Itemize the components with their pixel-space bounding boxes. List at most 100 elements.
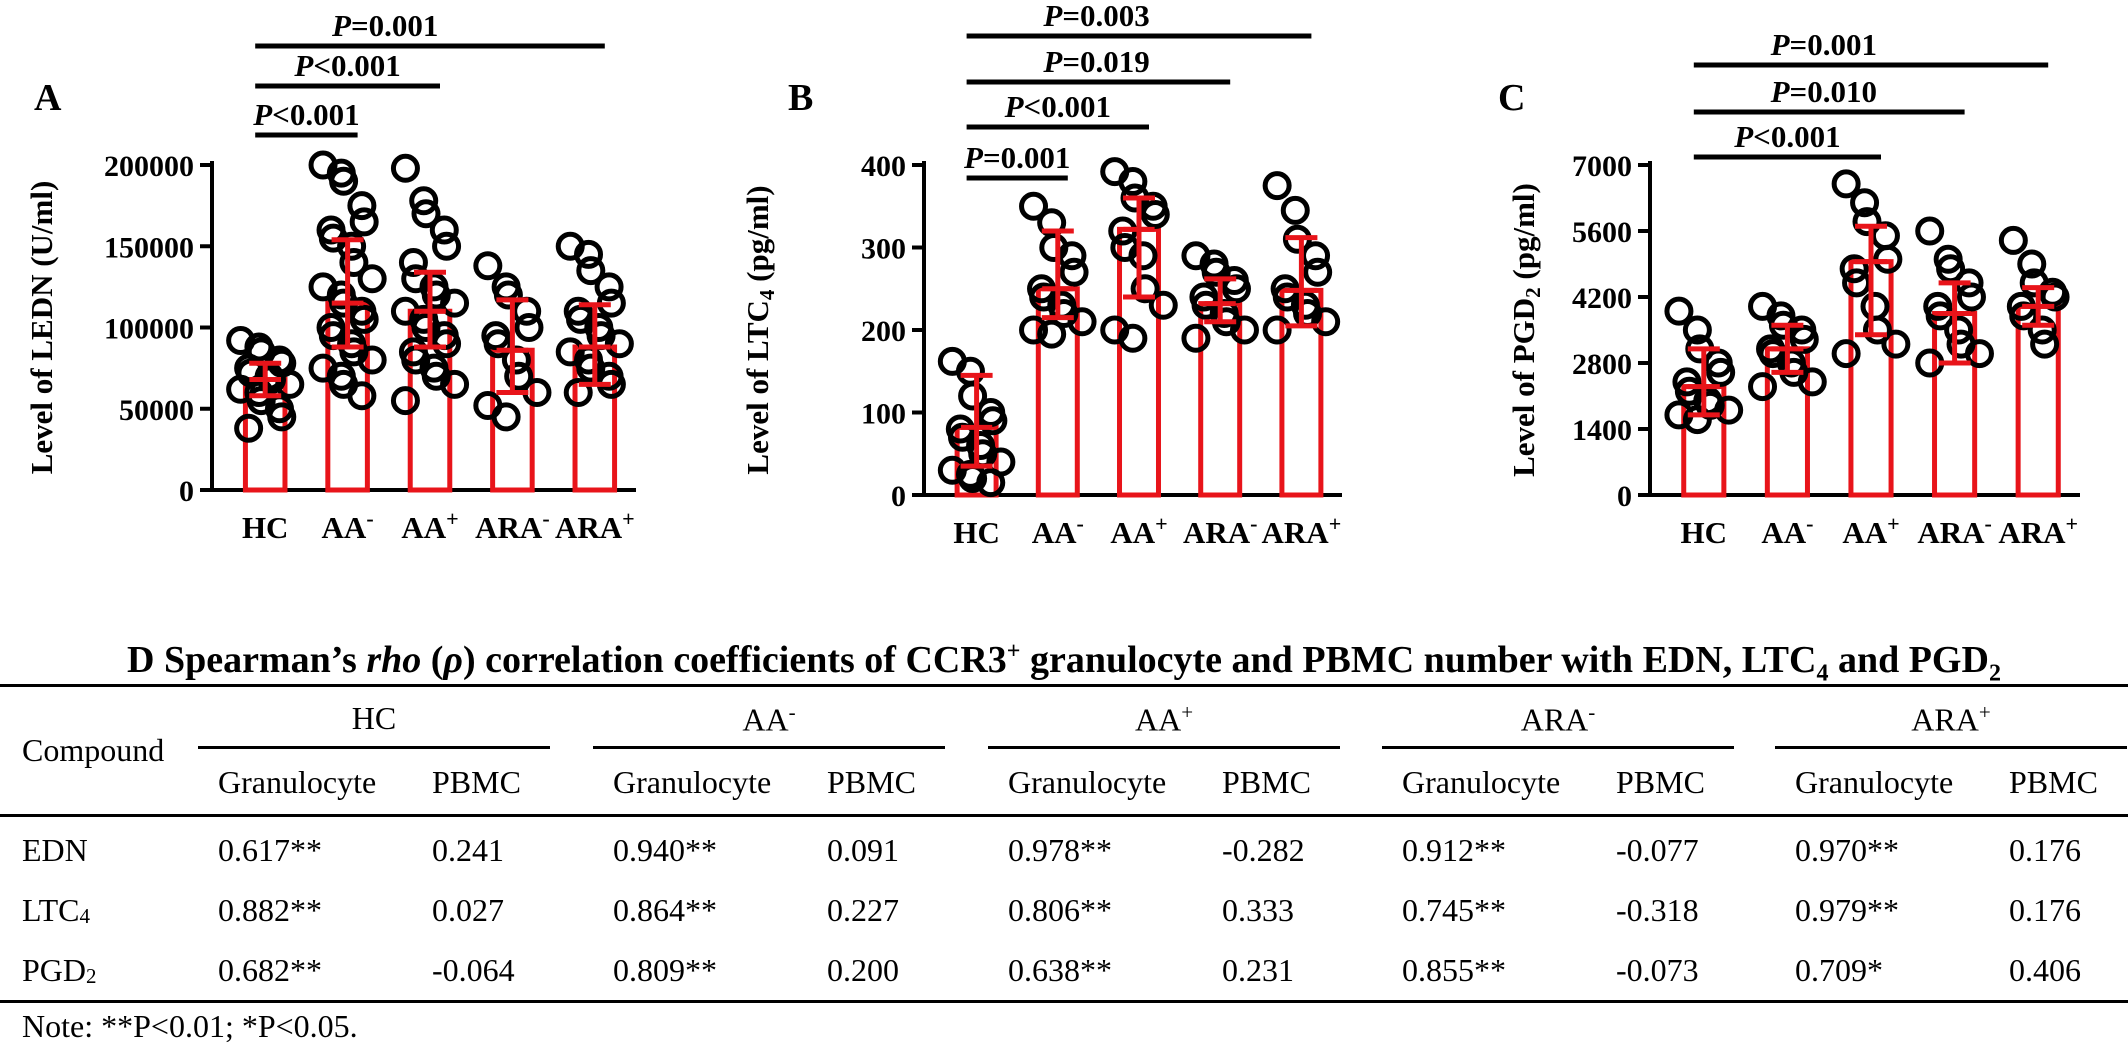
data-point: [329, 166, 359, 196]
table-bottom-rule: [0, 1000, 2128, 1003]
data-point: [357, 264, 387, 294]
y-tick-label: 100000: [104, 313, 194, 346]
row-compound: EDN: [22, 832, 88, 868]
significance-label: P=0.010: [1770, 74, 1877, 109]
y-tick-label: 50000: [119, 394, 194, 427]
x-tick-label: ARA+: [1998, 511, 2078, 550]
table-cell: -0.077: [1616, 832, 1699, 868]
group-underline: [1775, 746, 2127, 749]
table-cell: 0.970**: [1795, 832, 1899, 868]
data-point: [978, 406, 1008, 436]
x-tick-label: AA-: [1032, 511, 1084, 550]
x-tick-label: AA-: [1761, 511, 1813, 550]
data-point: [2017, 249, 2047, 279]
data-point: [1964, 339, 1994, 369]
table-cell: 0.709*: [1795, 952, 1883, 988]
significance-label: P=0.001: [1770, 27, 1877, 62]
significance-label: P=0.001: [963, 140, 1070, 175]
data-point: [440, 369, 470, 399]
y-axis-title: Level of LTC4 (pg/ml): [740, 185, 779, 474]
x-tick-label: HC: [1681, 515, 1728, 550]
x-tick-label: ARA-: [1917, 511, 1992, 550]
y-axis-title: Level of LEDN (U/ml): [24, 181, 59, 475]
y-tick-label: 200000: [104, 150, 194, 183]
table-cell: 0.940**: [613, 832, 717, 868]
y-axis-title: Level of PGD2 (pg/ml): [1506, 183, 1545, 477]
table-cell: 0.882**: [218, 892, 322, 928]
data-point: [1852, 207, 1882, 237]
data-point: [1128, 241, 1158, 271]
x-tick-label: AA+: [401, 506, 458, 545]
table-cell: 0.978**: [1008, 832, 1112, 868]
data-point: [1118, 323, 1148, 353]
y-tick-label: 150000: [104, 231, 194, 264]
significance-label: P<0.001: [1733, 119, 1840, 154]
x-tick-label: AA-: [322, 506, 374, 545]
data-point: [1839, 254, 1869, 284]
subheader: PBMC: [2009, 764, 2098, 800]
data-point: [1862, 315, 1892, 345]
table-cell: 0.855**: [1402, 952, 1506, 988]
data-point: [1797, 367, 1827, 397]
data-point: [1148, 290, 1178, 320]
table-cell: -0.073: [1616, 952, 1699, 988]
y-tick-label: 2800: [1572, 348, 1632, 381]
data-point: [357, 345, 387, 375]
data-point: [1789, 324, 1819, 354]
panel-label: C: [1498, 77, 1525, 119]
x-tick-label: AA+: [1842, 511, 1899, 550]
table-cell: 0.231: [1222, 952, 1294, 988]
data-point: [2040, 282, 2070, 312]
y-tick-label: 5600: [1572, 216, 1632, 249]
table-cell: 0.638**: [1008, 952, 1112, 988]
correlation-table: D Spearman’s rho (ρ) correlation coeffic…: [0, 628, 2128, 1056]
data-point: [1130, 274, 1160, 304]
group-underline: [593, 746, 945, 749]
data-point: [1067, 307, 1097, 337]
y-tick-label: 1400: [1572, 414, 1632, 447]
data-point: [1311, 307, 1341, 337]
table-cell: 0.200: [827, 952, 899, 988]
data-point: [1860, 291, 1890, 321]
group-underline: [1382, 746, 1734, 749]
data-point: [411, 199, 441, 229]
table-cell: 0.809**: [613, 952, 717, 988]
data-point: [576, 256, 606, 286]
subheader: Granulocyte: [1008, 764, 1167, 800]
data-point: [1280, 195, 1310, 225]
data-point: [2030, 329, 2060, 359]
group-header: ARA-: [1520, 700, 1596, 738]
significance-label: P<0.001: [252, 97, 359, 132]
table-cell: 0.227: [827, 892, 899, 928]
data-point: [1998, 225, 2028, 255]
data-point: [432, 329, 462, 359]
table-cell: -0.318: [1616, 892, 1699, 928]
x-tick-label: ARA+: [555, 506, 635, 545]
y-tick-label: 7000: [1572, 150, 1632, 183]
x-tick-label: HC: [953, 515, 1000, 550]
row-compound: LTC4: [22, 892, 90, 928]
table-cell: 0.745**: [1402, 892, 1506, 928]
data-point: [1019, 315, 1049, 345]
table-cell: 0.406: [2009, 952, 2081, 988]
table-cell: 0.333: [1222, 892, 1294, 928]
charts-area: A Level of LEDN (U/ml) 0 50000 100000 150000 2…: [24, 0, 2080, 550]
subheader: PBMC: [432, 764, 521, 800]
group-header: ARA+: [1911, 700, 1991, 738]
table-top-rule: [0, 684, 2128, 687]
significance-label: P<0.001: [1004, 89, 1111, 124]
data-point: [1915, 348, 1945, 378]
panel-label: B: [788, 77, 813, 119]
data-point: [1682, 315, 1712, 345]
subheader: PBMC: [827, 764, 916, 800]
data-point: [1221, 274, 1251, 304]
data-point: [349, 207, 379, 237]
data-point: [2027, 315, 2057, 345]
data-point: [1262, 171, 1292, 201]
data-point: [522, 378, 552, 407]
data-point: [976, 468, 1006, 498]
table-cell: 0.979**: [1795, 892, 1899, 928]
x-tick-label: AA+: [1110, 511, 1167, 550]
data-point: [398, 248, 428, 277]
data-point: [1140, 200, 1170, 229]
